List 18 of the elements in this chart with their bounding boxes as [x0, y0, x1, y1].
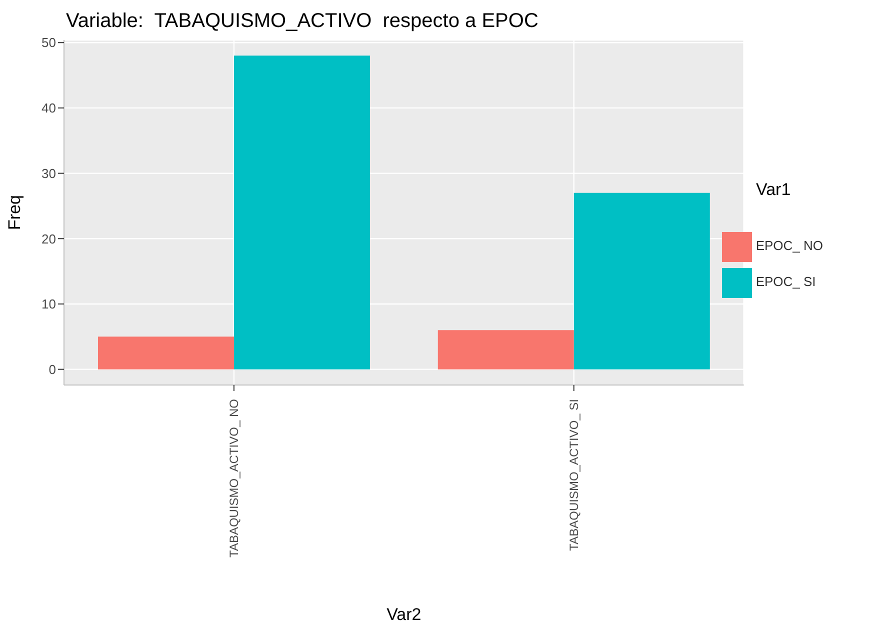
bar [234, 56, 370, 370]
y-tick-label: 30 [42, 166, 56, 181]
y-tick-label: 50 [42, 35, 56, 50]
chart-title: Variable: TABAQUISMO_ACTIVO respecto a EPOC [66, 10, 538, 32]
y-tick-label: 20 [42, 231, 56, 246]
bar [574, 192, 710, 370]
y-tick-label: 40 [42, 100, 56, 116]
x-tick-label: TABAQUISMO_ACTIVO_ NO [226, 399, 241, 558]
legend-label: EPOC_ NO [756, 238, 823, 253]
y-tick-label: 0 [48, 362, 56, 377]
legend-title: Var1 [756, 180, 791, 200]
y-axis-title: Freq [5, 195, 24, 230]
bar [98, 336, 234, 370]
y-tick-label: 10 [42, 296, 56, 312]
x-axis-title: Var2 [386, 605, 422, 624]
legend-label: EPOC_ SI [756, 274, 816, 289]
x-tick-label: TABAQUISMO_ACTIVO_ SI [566, 399, 581, 551]
bar [438, 330, 574, 370]
